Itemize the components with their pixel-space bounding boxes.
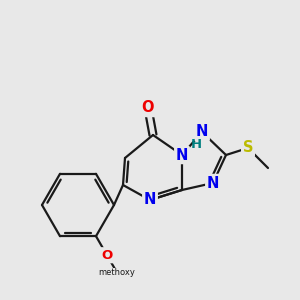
Text: N: N	[144, 193, 156, 208]
Text: N: N	[207, 176, 219, 190]
Text: O: O	[142, 100, 154, 116]
Text: N: N	[176, 148, 188, 163]
Text: S: S	[243, 140, 253, 155]
Text: N: N	[196, 124, 208, 140]
Text: H: H	[190, 139, 202, 152]
Text: O: O	[101, 249, 112, 262]
Text: methoxy: methoxy	[99, 268, 135, 277]
